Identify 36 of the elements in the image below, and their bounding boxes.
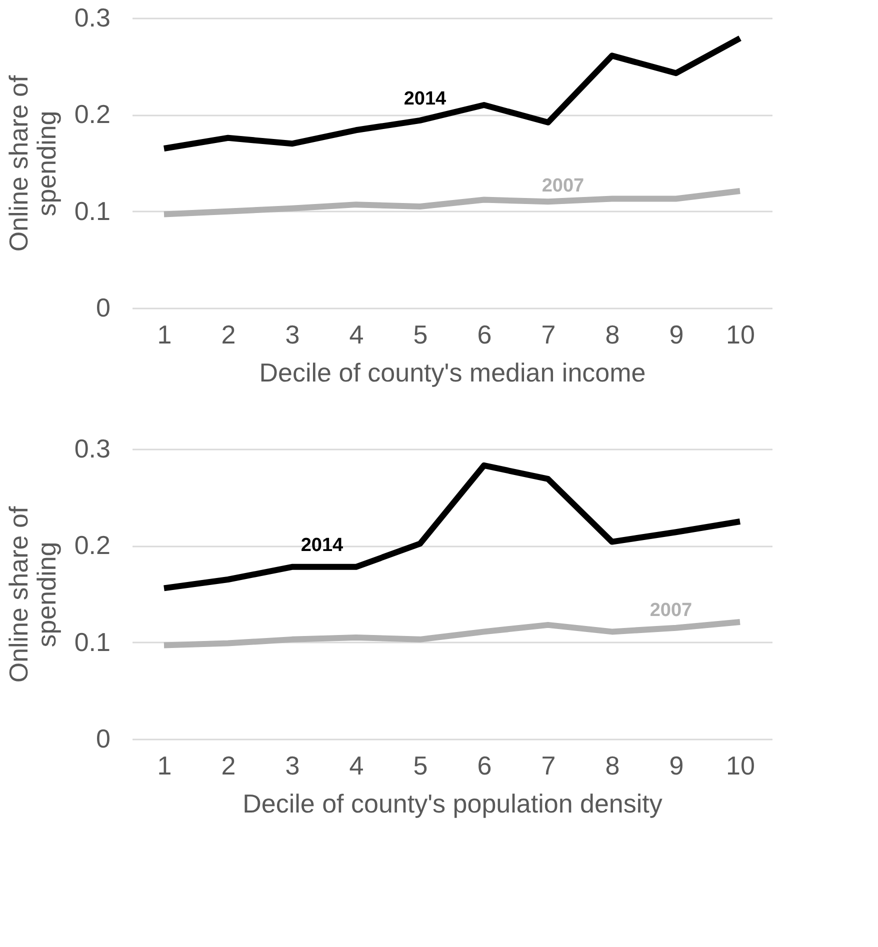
x-tick-label: 2 bbox=[221, 320, 236, 350]
x-tick-label: 2 bbox=[221, 750, 236, 780]
x-tick-label: 3 bbox=[285, 320, 300, 350]
x-tick-label: 6 bbox=[477, 320, 492, 350]
y-tick-label: 0.2 bbox=[74, 530, 110, 560]
y-tick-label: 0.3 bbox=[74, 2, 110, 32]
series-label: 2007 bbox=[542, 176, 584, 197]
x-tick-label: 8 bbox=[605, 320, 620, 350]
series-label: 2014 bbox=[300, 534, 344, 556]
x-axis-title: Decile of county's median income bbox=[259, 358, 646, 388]
y-tick-label: 0.1 bbox=[74, 196, 110, 226]
y-tick-label: 0.3 bbox=[74, 434, 110, 464]
series-label: 2007 bbox=[650, 600, 692, 621]
x-tick-label: 1 bbox=[157, 750, 172, 780]
y-tick-label: 0.2 bbox=[74, 99, 110, 130]
x-tick-label: 7 bbox=[541, 750, 556, 780]
series-label: 2014 bbox=[404, 88, 447, 110]
x-tick-label: 10 bbox=[726, 750, 755, 780]
y-tick-label: 0 bbox=[96, 292, 110, 322]
x-tick-label: 3 bbox=[285, 750, 300, 780]
x-tick-label: 4 bbox=[349, 320, 364, 350]
x-tick-label: 7 bbox=[541, 320, 556, 350]
x-tick-label: 5 bbox=[413, 320, 428, 350]
y-axis-title: Online share of spending bbox=[3, 74, 62, 252]
x-tick-label: 8 bbox=[605, 750, 620, 780]
x-axis-title: Decile of county's population density bbox=[242, 788, 662, 818]
y-tick-label: 0.1 bbox=[74, 626, 110, 657]
y-axis-title: Online share of spending bbox=[3, 506, 62, 683]
x-tick-label: 5 bbox=[413, 750, 428, 780]
x-tick-label: 9 bbox=[669, 750, 684, 780]
x-tick-label: 6 bbox=[477, 750, 492, 780]
x-tick-label: 1 bbox=[157, 320, 172, 350]
y-tick-label: 0 bbox=[96, 724, 110, 754]
x-tick-label: 9 bbox=[669, 320, 684, 350]
x-tick-label: 10 bbox=[726, 320, 755, 350]
x-tick-label: 4 bbox=[349, 750, 364, 780]
